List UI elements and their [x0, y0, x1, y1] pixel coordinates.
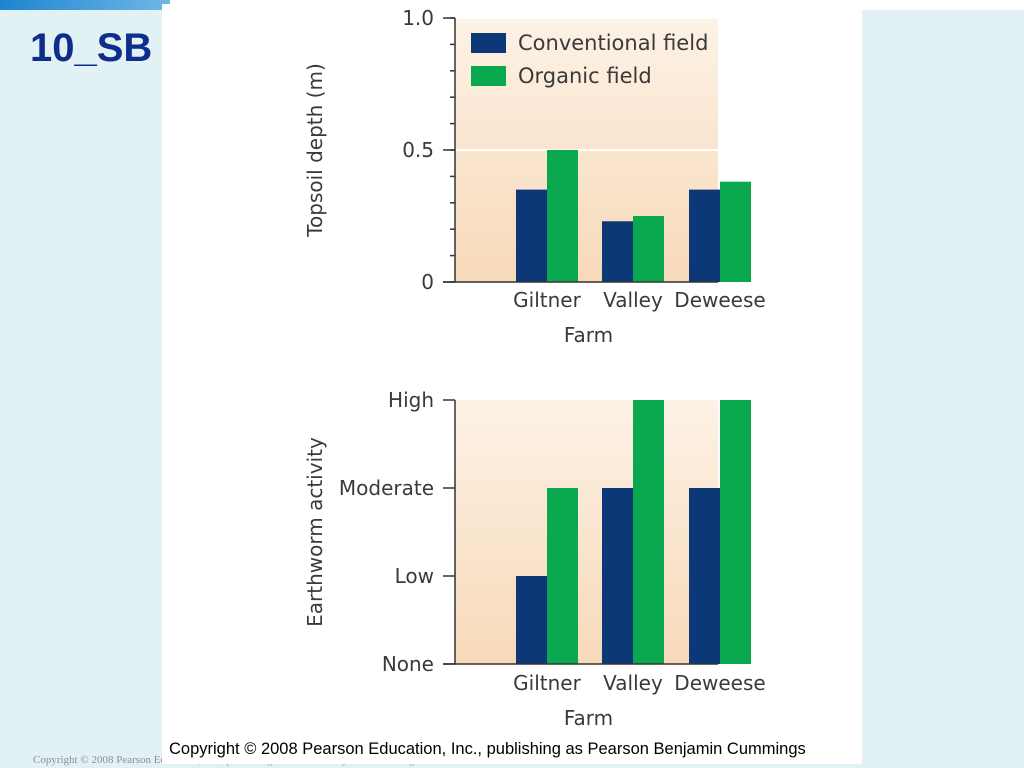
chart1-bar-conventional-deweese — [689, 189, 720, 282]
chart2-xtick-label-valley: Valley — [603, 671, 663, 695]
top-bar-accent — [0, 0, 170, 10]
slide-title: 10_SB — [30, 26, 153, 70]
chart2-ytick-label-2: Moderate — [339, 476, 434, 500]
chart2-bar-conventional-giltner — [516, 576, 547, 664]
figure-svg: 0 0.5 1.0 Giltner Valley Deweese Farm Topsoil d… — [303, 6, 766, 730]
chart1-legend-label-conventional: Conventional field — [518, 31, 708, 55]
chart1-legend-swatch-conventional — [471, 33, 506, 53]
chart1-legend-swatch-organic — [471, 66, 506, 86]
chart1-bar-organic-giltner — [547, 150, 578, 282]
chart1-ytick-label-1: 0.5 — [402, 138, 434, 162]
chart1-bar-organic-valley — [633, 216, 664, 282]
chart2-ytick-label-0: None — [382, 652, 434, 676]
chart2-bar-organic-deweese — [720, 400, 751, 664]
chart2-bar-conventional-valley — [602, 488, 633, 664]
chart2-bar-organic-giltner — [547, 488, 578, 664]
chart2-x-axis-title: Farm — [564, 706, 613, 730]
chart2-xtick-label-giltner: Giltner — [513, 671, 581, 695]
chart1-ytick-label-2: 1.0 — [402, 6, 434, 30]
chart1-xtick-label-giltner: Giltner — [513, 288, 581, 312]
chart2-ytick-label-1: Low — [395, 564, 434, 588]
chart2-plot-area — [455, 400, 718, 664]
chart1-bar-conventional-giltner — [516, 189, 547, 282]
chart2-bar-organic-valley — [633, 400, 664, 664]
chart1-bar-organic-deweese — [720, 181, 751, 282]
chart1-xtick-label-deweese: Deweese — [674, 288, 765, 312]
figure-copyright: Copyright © 2008 Pearson Education, Inc.… — [169, 740, 806, 758]
chart1-x-axis-title: Farm — [564, 323, 613, 347]
chart1-y-axis-title: Topsoil depth (m) — [303, 63, 327, 238]
chart1-ytick-label-0: 0 — [421, 270, 434, 294]
chart1-legend-label-organic: Organic field — [518, 64, 652, 88]
figure-panel: 0 0.5 1.0 Giltner Valley Deweese Farm Topsoil d… — [162, 4, 862, 764]
chart1-xtick-label-valley: Valley — [603, 288, 663, 312]
chart1-bar-conventional-valley — [602, 221, 633, 282]
chart2-ytick-label-3: High — [388, 388, 434, 412]
chart2-xtick-label-deweese: Deweese — [674, 671, 765, 695]
chart2-bar-conventional-deweese — [689, 488, 720, 664]
chart2-y-axis-title: Earthworm activity — [303, 437, 327, 627]
